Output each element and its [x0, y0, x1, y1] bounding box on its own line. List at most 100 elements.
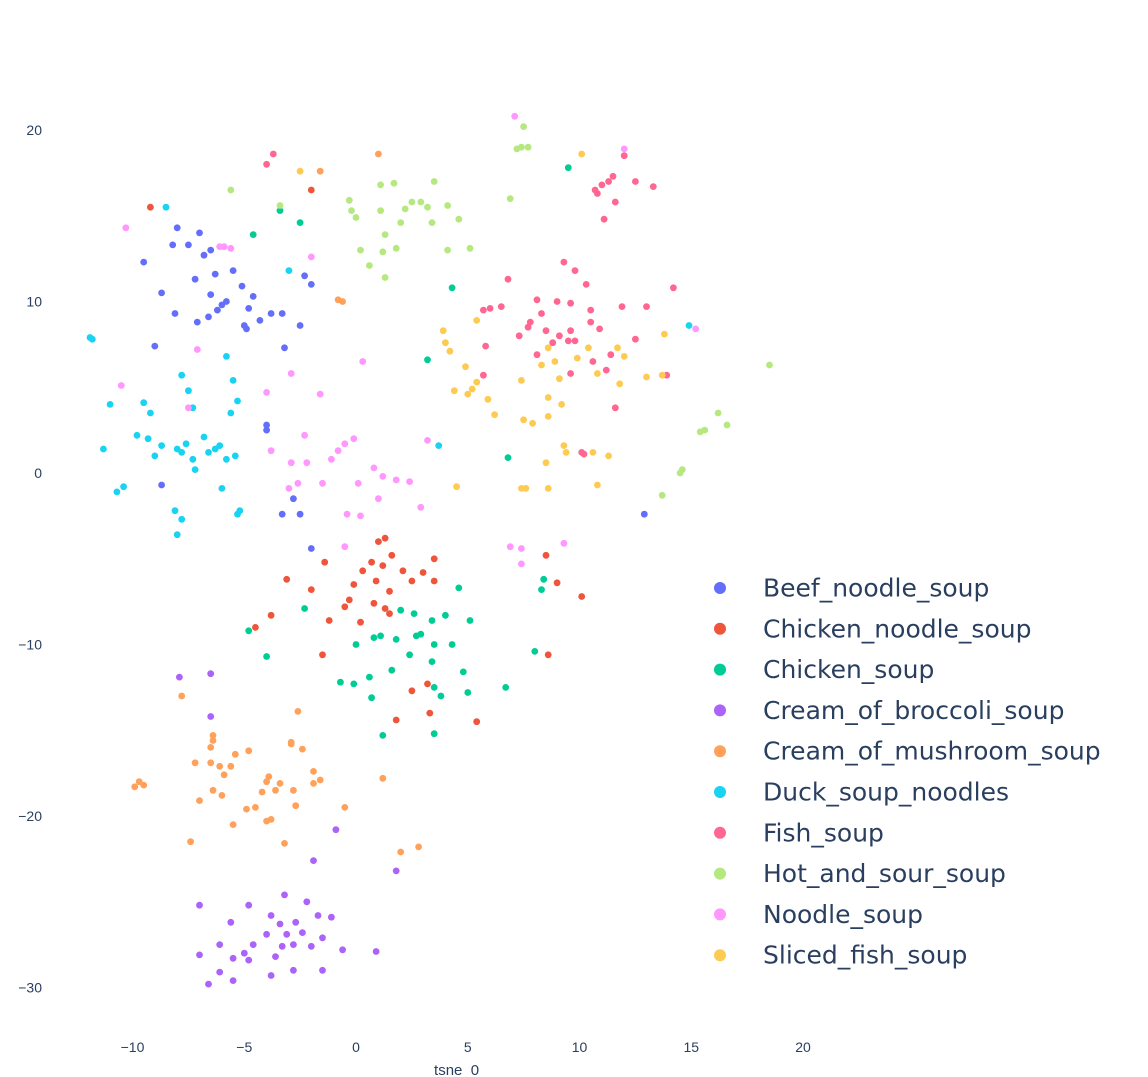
data-point [370, 634, 378, 641]
data-point [158, 481, 166, 489]
data-point [459, 668, 467, 676]
data-point [408, 577, 416, 585]
data-point [553, 579, 561, 587]
data-point [227, 244, 235, 252]
data-point [281, 344, 288, 352]
data-point [281, 840, 288, 847]
data-point [692, 325, 700, 333]
legend-item[interactable]: Cream_of_broccoli_soup [714, 696, 1064, 725]
data-point [285, 267, 293, 274]
data-point [332, 826, 340, 834]
data-point [430, 555, 438, 563]
data-point [379, 732, 387, 739]
data-point [343, 510, 351, 518]
legend[interactable]: Beef_noodle_soup Chicken_noodle_soup Chick… [714, 574, 1101, 970]
data-point [307, 942, 315, 950]
data-point [223, 353, 230, 360]
legend-item[interactable]: Fish_soup [714, 818, 884, 847]
data-point [448, 284, 456, 292]
data-point [381, 231, 389, 239]
data-point [337, 678, 344, 686]
legend-marker [714, 663, 726, 676]
data-point [359, 567, 367, 575]
legend-label: Sliced_fish_soup [763, 941, 967, 970]
data-point [207, 713, 215, 720]
data-point [562, 449, 570, 456]
data-point [193, 346, 201, 353]
legend-item[interactable]: Hot_and_sour_soup [714, 859, 1006, 888]
data-point [670, 284, 677, 292]
data-point [218, 485, 226, 492]
data-point [408, 198, 416, 206]
data-point [229, 377, 237, 384]
data-point [614, 344, 621, 352]
x-tick-label: 15 [683, 1039, 699, 1055]
y-tick-label: 20 [26, 122, 42, 138]
data-point [620, 145, 628, 153]
data-point [594, 370, 601, 377]
data-point [211, 270, 219, 278]
data-point [388, 551, 396, 559]
data-point [406, 651, 413, 659]
data-point [529, 419, 536, 427]
data-point [464, 689, 472, 696]
data-point [158, 289, 166, 297]
x-tick-label: −10 [121, 1039, 145, 1055]
data-point [556, 375, 563, 383]
legend-item[interactable]: Sliced_fish_soup [714, 941, 967, 970]
data-point [173, 531, 181, 539]
data-point [439, 327, 447, 335]
data-point [388, 666, 396, 674]
data-point [140, 399, 148, 407]
data-point [587, 306, 595, 314]
data-point [209, 737, 217, 744]
data-point [544, 413, 552, 420]
data-point [531, 648, 539, 655]
data-point [553, 298, 561, 305]
legend-item[interactable]: Chicken_soup [714, 655, 934, 684]
data-point [578, 150, 586, 158]
data-point [276, 780, 284, 787]
data-point [580, 450, 588, 458]
data-point [611, 198, 619, 206]
data-point [533, 296, 541, 304]
legend-label: Chicken_noodle_soup [763, 614, 1031, 643]
data-point [122, 224, 130, 232]
data-point [357, 618, 364, 626]
data-point [267, 447, 275, 455]
data-point [310, 780, 317, 787]
data-point [506, 543, 514, 551]
data-point [605, 178, 612, 185]
data-point [466, 617, 474, 624]
data-point [263, 421, 270, 429]
legend-item[interactable]: Noodle_soup [714, 900, 923, 929]
data-point [397, 219, 405, 227]
data-point [430, 684, 438, 691]
legend-item[interactable]: Chicken_noodle_soup [714, 614, 1031, 643]
data-point [544, 344, 552, 352]
series-chicken-noodle-soup [147, 186, 586, 726]
data-point [294, 708, 302, 715]
data-point [497, 303, 505, 310]
data-point [191, 466, 199, 473]
data-point [218, 301, 226, 309]
data-point [307, 253, 315, 261]
data-point [263, 389, 270, 396]
data-point [339, 298, 346, 305]
data-point [661, 330, 668, 338]
data-point [589, 358, 597, 365]
y-tick-label: −30 [18, 980, 42, 996]
data-point [229, 821, 237, 828]
data-point [256, 317, 264, 324]
legend-item[interactable]: Beef_noodle_soup [714, 574, 989, 603]
legend-item[interactable]: Duck_soup_noodles [714, 778, 1009, 807]
data-point [658, 491, 666, 499]
legend-item[interactable]: Cream_of_mushroom_soup [714, 737, 1101, 766]
data-point [354, 479, 362, 487]
data-point [178, 371, 186, 379]
data-point [151, 342, 159, 350]
data-point [375, 538, 382, 545]
data-point [415, 843, 422, 851]
data-point [571, 337, 579, 345]
data-point [408, 687, 416, 695]
